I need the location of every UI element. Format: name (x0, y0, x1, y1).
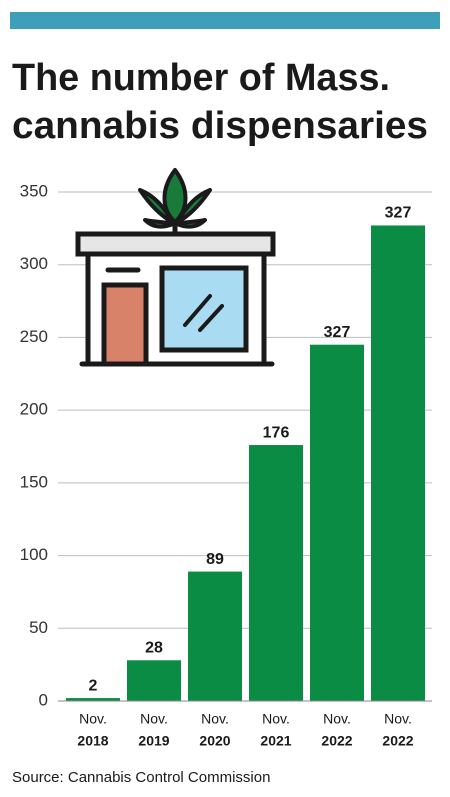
x-tick-label: 2018 (77, 733, 108, 749)
bar (188, 571, 242, 701)
storefront-icon (75, 168, 276, 367)
x-tick-label: Nov. (323, 711, 351, 727)
bar-label: 327 (324, 324, 351, 341)
bar (249, 445, 303, 701)
bar-label: 176 (263, 424, 290, 441)
bar (66, 698, 120, 701)
bar-label: 28 (145, 639, 163, 656)
x-tick-label: 2022 (382, 733, 413, 749)
y-tick-label: 150 (20, 472, 48, 491)
chart-title: cannabis dispensaries (12, 105, 428, 147)
x-tick-label: Nov. (384, 711, 412, 727)
bar-label: 89 (206, 551, 224, 568)
y-tick-label: 200 (20, 400, 48, 419)
bar (127, 660, 181, 701)
y-tick-label: 50 (29, 618, 48, 637)
y-tick-label: 100 (20, 545, 48, 564)
y-tick-label: 0 (39, 690, 48, 709)
header-band (10, 12, 440, 29)
bar-label: 327 (385, 205, 412, 222)
x-tick-label: 2022 (321, 733, 352, 749)
y-tick-label: 350 (20, 181, 48, 200)
chart-title: The number of Mass. (12, 57, 390, 99)
x-tick-label: Nov. (201, 711, 229, 727)
bar (371, 225, 425, 701)
source: Source: Cannabis Control Commission (12, 769, 270, 786)
y-tick-label: 250 (20, 327, 48, 346)
x-tick-label: 2020 (199, 733, 230, 749)
x-tick-label: 2021 (260, 733, 291, 749)
x-tick-label: Nov. (262, 711, 290, 727)
x-tick-label: 2019 (138, 733, 169, 749)
y-tick-label: 300 (20, 254, 48, 273)
x-tick-label: Nov. (79, 711, 107, 727)
x-tick-label: Nov. (140, 711, 168, 727)
bar-label: 2 (89, 677, 98, 694)
plot: 0 50 100 150 200 250 300 350 Nov. 2018 2 Nov. 2019 28… (20, 181, 432, 749)
bar (310, 344, 364, 701)
